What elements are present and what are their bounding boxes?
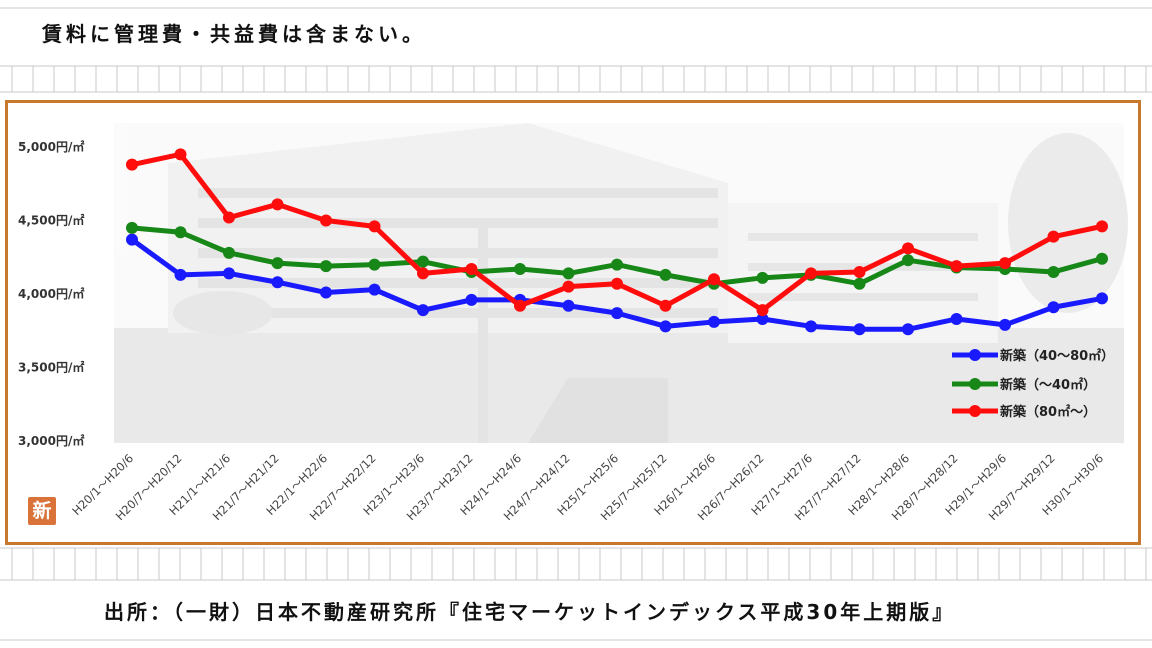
data-point (902, 254, 914, 267)
legend-marker (969, 349, 981, 361)
data-point (1096, 292, 1108, 305)
data-point (999, 318, 1011, 331)
legend-marker (969, 378, 981, 390)
data-point (126, 221, 138, 234)
data-point (368, 283, 381, 296)
data-point (465, 293, 478, 306)
series-lines (126, 148, 1108, 336)
data-point (126, 158, 138, 171)
data-point (417, 255, 429, 268)
data-point (562, 280, 575, 293)
data-point (853, 277, 866, 290)
data-point (174, 148, 187, 161)
data-point (1047, 265, 1060, 278)
y-tick-label: 5,000円/㎡ (18, 139, 84, 154)
data-point (611, 258, 623, 271)
data-point (223, 211, 235, 224)
legend-label: 新築（40～80㎡） (1000, 348, 1114, 364)
data-point (320, 260, 332, 273)
data-point (1096, 220, 1108, 233)
series-2 (126, 148, 1108, 317)
data-point (659, 268, 672, 281)
x-axis: H20/1～H20/6H20/7～H20/12H21/1～H21/6H21/7～… (69, 451, 1106, 523)
data-point (126, 233, 138, 246)
data-point (1047, 301, 1060, 314)
new-badge: 新 (28, 497, 56, 525)
data-point (223, 267, 235, 280)
data-point (562, 299, 575, 312)
y-axis: 3,000円/㎡ 3,500円/㎡ 4,000円/㎡ 4,500円/㎡ 5,000円/㎡ (18, 139, 84, 448)
data-point (368, 220, 381, 233)
data-point (174, 268, 187, 281)
legend-label: 新築（80㎡～） (1000, 404, 1096, 420)
data-point (514, 263, 526, 276)
source-citation: 出所：（一財）日本不動産研究所『住宅マーケットインデックス平成30年上期版』 (100, 596, 960, 625)
data-point (320, 214, 332, 227)
data-point (902, 242, 914, 255)
line-chart: 3,000円/㎡ 3,500円/㎡ 4,000円/㎡ 4,500円/㎡ 5,000円/㎡… (18, 123, 1128, 523)
data-point (902, 323, 914, 336)
data-point (1096, 252, 1108, 265)
data-point (611, 307, 623, 320)
data-point (659, 299, 672, 312)
series-1 (126, 221, 1108, 290)
data-point (514, 299, 526, 312)
rent-note: 賃料に管理費・共益費は含まない。 (38, 18, 430, 47)
y-tick-label: 3,000円/㎡ (18, 433, 84, 448)
data-point (756, 304, 769, 317)
data-point (174, 226, 187, 239)
data-point (417, 267, 429, 280)
background-photo (114, 123, 1128, 443)
y-tick-label: 4,500円/㎡ (18, 213, 84, 228)
y-tick-label: 4,000円/㎡ (18, 286, 84, 301)
data-point (562, 267, 575, 280)
data-point (756, 271, 769, 284)
data-point (417, 304, 429, 317)
data-point (950, 260, 963, 273)
data-point (805, 320, 817, 333)
data-point (853, 323, 866, 336)
legend-marker (969, 405, 981, 417)
data-point (465, 263, 478, 276)
data-point (853, 265, 866, 278)
data-point (659, 320, 672, 333)
data-point (805, 267, 817, 280)
data-point (999, 257, 1011, 270)
legend-label: 新築（～40㎡） (1000, 377, 1096, 393)
data-point (271, 276, 284, 289)
data-point (271, 257, 284, 270)
data-point (368, 258, 381, 271)
data-point (756, 312, 769, 325)
data-point (708, 315, 720, 328)
data-point (708, 273, 720, 286)
data-point (320, 286, 332, 299)
legend: 新築（40～80㎡） 新築（～40㎡） 新築（80㎡～） (952, 348, 1114, 420)
chart-frame: 3,000円/㎡ 3,500円/㎡ 4,000円/㎡ 4,500円/㎡ 5,000円/㎡… (5, 100, 1141, 545)
data-point (1047, 230, 1060, 243)
y-tick-label: 3,500円/㎡ (18, 360, 84, 375)
data-point (950, 312, 963, 325)
data-point (223, 246, 235, 259)
data-point (271, 198, 284, 211)
data-point (611, 277, 623, 290)
